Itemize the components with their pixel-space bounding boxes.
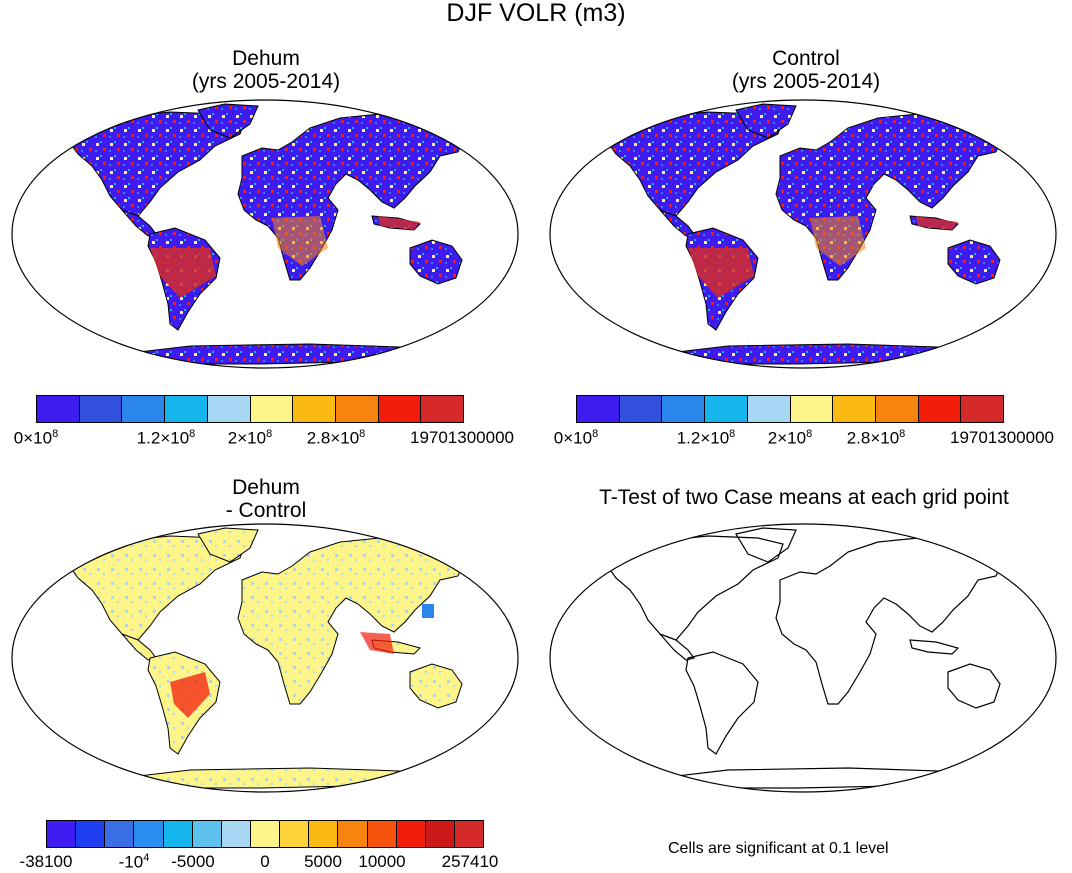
colorbar-diff-tick-1: -104 (118, 852, 150, 872)
colorbar-dehum-tick-0: 0×108 (13, 428, 59, 448)
colorbar-diff-swatch (134, 821, 164, 847)
colorbar-control-swatch (662, 396, 706, 422)
colorbar-dehum-swatch (207, 396, 251, 422)
colorbar-diff-swatch (309, 821, 339, 847)
map-ttest (549, 523, 1057, 793)
panel-title-dehum: Dehum (yrs 2005-2014) (66, 47, 466, 93)
panel-title-control: Control (yrs 2005-2014) (606, 47, 1006, 93)
colorbar-diff-swatch (367, 821, 397, 847)
colorbar-diff-swatch (250, 821, 281, 847)
colorbar-diff-swatch (338, 821, 368, 847)
colorbar-diff-tick-2: -5000 (171, 852, 215, 871)
colorbar-diff-tick-6: 257410 (441, 852, 499, 871)
colorbar-diff-swatch (221, 821, 251, 847)
colorbar-diff-tick-4: 5000 (304, 852, 342, 871)
colorbar-diff-swatch (280, 821, 310, 847)
colorbar-dehum-swatch (122, 396, 166, 422)
colorbar-dehum-swatch (378, 396, 422, 422)
figure-title: DJF VOLR (m3) (446, 0, 626, 27)
map-difference (11, 523, 519, 793)
colorbar-diff-swatch (454, 821, 484, 847)
panel-title-diff: Dehum - Control (66, 476, 466, 522)
panel-title-dehum-line1: Dehum (232, 47, 300, 70)
ttest-significance-note: Cells are significant at 0.1 level (668, 840, 889, 857)
colorbar-dehum-tick-2: 2×108 (227, 428, 273, 448)
colorbar-dehum-swatch (250, 396, 294, 422)
colorbar-diff-swatch (76, 821, 106, 847)
panel-title-dehum-line2: (yrs 2005-2014) (191, 70, 341, 93)
colorbar-control-swatch (705, 396, 748, 422)
colorbar-control-tick-1: 1.2×108 (676, 428, 736, 448)
colorbar-control-tick-3: 2.8×108 (846, 428, 906, 448)
colorbar-dehum-tick-3: 2.8×108 (306, 428, 366, 448)
colorbar-dehum (36, 395, 464, 423)
colorbar-control-tick-2: 2×108 (767, 428, 813, 448)
colorbar-diff-swatch (396, 821, 426, 847)
colorbar-diff-swatch (425, 821, 455, 847)
colorbar-control-swatch (918, 396, 962, 422)
colorbar-diff-swatch (105, 821, 135, 847)
colorbar-diff-tick-5: 10000 (358, 852, 406, 871)
colorbar-dehum-swatch (37, 396, 80, 422)
panel-title-ttest: T-Test of two Case means at each grid po… (599, 486, 1009, 509)
colorbar-dehum-swatch (79, 396, 123, 422)
colorbar-control (576, 395, 1004, 423)
colorbar-dehum-swatch (165, 396, 208, 422)
colorbar-control-swatch (747, 396, 791, 422)
colorbar-control-swatch (790, 396, 834, 422)
colorbar-dehum-swatch (293, 396, 336, 422)
panel-title-diff-line1: Dehum (232, 476, 300, 499)
colorbar-diff-swatch (192, 821, 222, 847)
colorbar-dehum-tick-4: 19701300000 (409, 428, 515, 447)
colorbar-diff-tick-3: 0 (260, 852, 270, 871)
colorbar-control-swatch (875, 396, 919, 422)
colorbar-control-tick-0: 0×108 (553, 428, 599, 448)
map-control (549, 99, 1057, 369)
colorbar-dehum-tick-1: 1.2×108 (136, 428, 196, 448)
colorbar-control-swatch (833, 396, 876, 422)
colorbar-diff-swatch (163, 821, 193, 847)
map-dehum (11, 99, 519, 369)
colorbar-control-tick-4: 19701300000 (949, 428, 1055, 447)
colorbar-control-swatch (619, 396, 663, 422)
colorbar-dehum-swatch (335, 396, 379, 422)
panel-title-control-line2: (yrs 2005-2014) (731, 70, 881, 93)
colorbar-diff-swatch (47, 821, 77, 847)
panel-title-diff-line2: - Control (225, 499, 307, 522)
colorbar-diff-tick-0: -38100 (19, 852, 73, 871)
colorbar-dehum-swatch (421, 396, 464, 422)
colorbar-control-swatch (577, 396, 620, 422)
colorbar-control-swatch (961, 396, 1004, 422)
panel-title-control-line1: Control (772, 47, 840, 70)
colorbar-difference (46, 820, 484, 848)
